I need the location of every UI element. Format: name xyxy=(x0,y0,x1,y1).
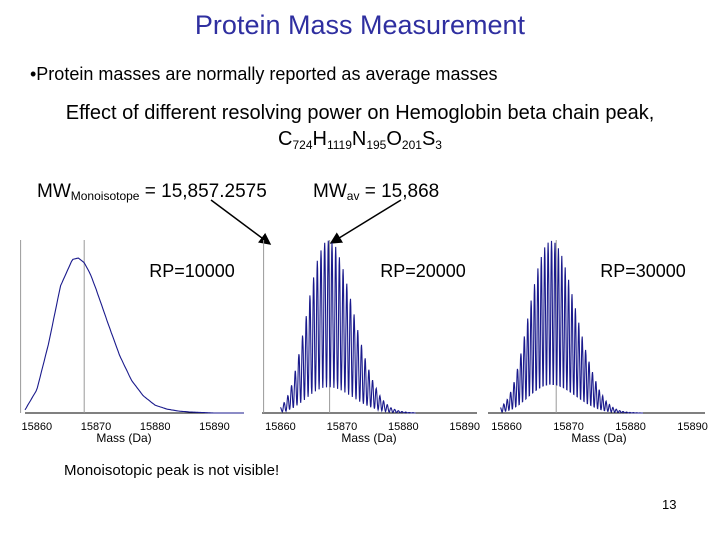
arrow-average xyxy=(329,199,402,244)
x-tick-label: 15870 xyxy=(81,421,112,433)
spectrum-line xyxy=(500,240,643,414)
slide-title: Protein Mass Measurement xyxy=(194,10,526,40)
x-tick-label: 15870 xyxy=(327,421,358,433)
formula-count: 195 xyxy=(366,138,387,152)
spectrum-line xyxy=(24,257,244,414)
page-number: 13 xyxy=(662,497,677,512)
x-axis-label: Mass (Da) xyxy=(341,431,396,445)
x-tick-label: 15890 xyxy=(449,421,480,433)
formula-element: C xyxy=(278,128,293,150)
x-axis-label: Mass (Da) xyxy=(96,431,151,445)
formula-element: S xyxy=(421,128,436,150)
x-tick-label: 15880 xyxy=(388,421,419,433)
x-tick-label: 15880 xyxy=(615,421,646,433)
x-tick-label: 15880 xyxy=(140,421,171,433)
formula-element: H xyxy=(312,128,327,150)
x-tick-label: 15870 xyxy=(553,421,584,433)
chart-title: RP=20000 xyxy=(380,261,466,281)
formula-count: 3 xyxy=(435,138,442,152)
x-tick-label: 15860 xyxy=(22,421,53,433)
formula-element: O xyxy=(386,128,402,150)
mw-monoisotope-label: MWMonoisotope = 15,857.2575 xyxy=(37,181,267,203)
spectrum-line xyxy=(280,240,416,414)
effect-line: Effect of different resolving power on H… xyxy=(65,102,655,124)
x-tick-label: 15890 xyxy=(199,421,230,433)
x-tick-label: 15860 xyxy=(265,421,296,433)
chemical-formula: C724H1119N195O201S3 xyxy=(0,127,720,157)
chart-title: RP=10000 xyxy=(149,261,235,281)
formula-count: 1119 xyxy=(326,138,352,152)
bullet-text: •Protein masses are normally reported as… xyxy=(30,64,498,84)
formula-count: 724 xyxy=(292,138,313,152)
formula-count: 201 xyxy=(401,138,422,152)
arrow-monoisotope xyxy=(210,199,272,245)
x-axis-label: Mass (Da) xyxy=(571,431,626,445)
note-text: Monoisotopic peak is not visible! xyxy=(64,462,280,479)
x-tick-label: 15860 xyxy=(491,421,522,433)
formula-element: N xyxy=(351,128,367,150)
chart-title: RP=30000 xyxy=(600,261,686,281)
mw-average-label: MWav = 15,868 xyxy=(313,181,440,203)
x-tick-label: 15890 xyxy=(677,421,708,433)
